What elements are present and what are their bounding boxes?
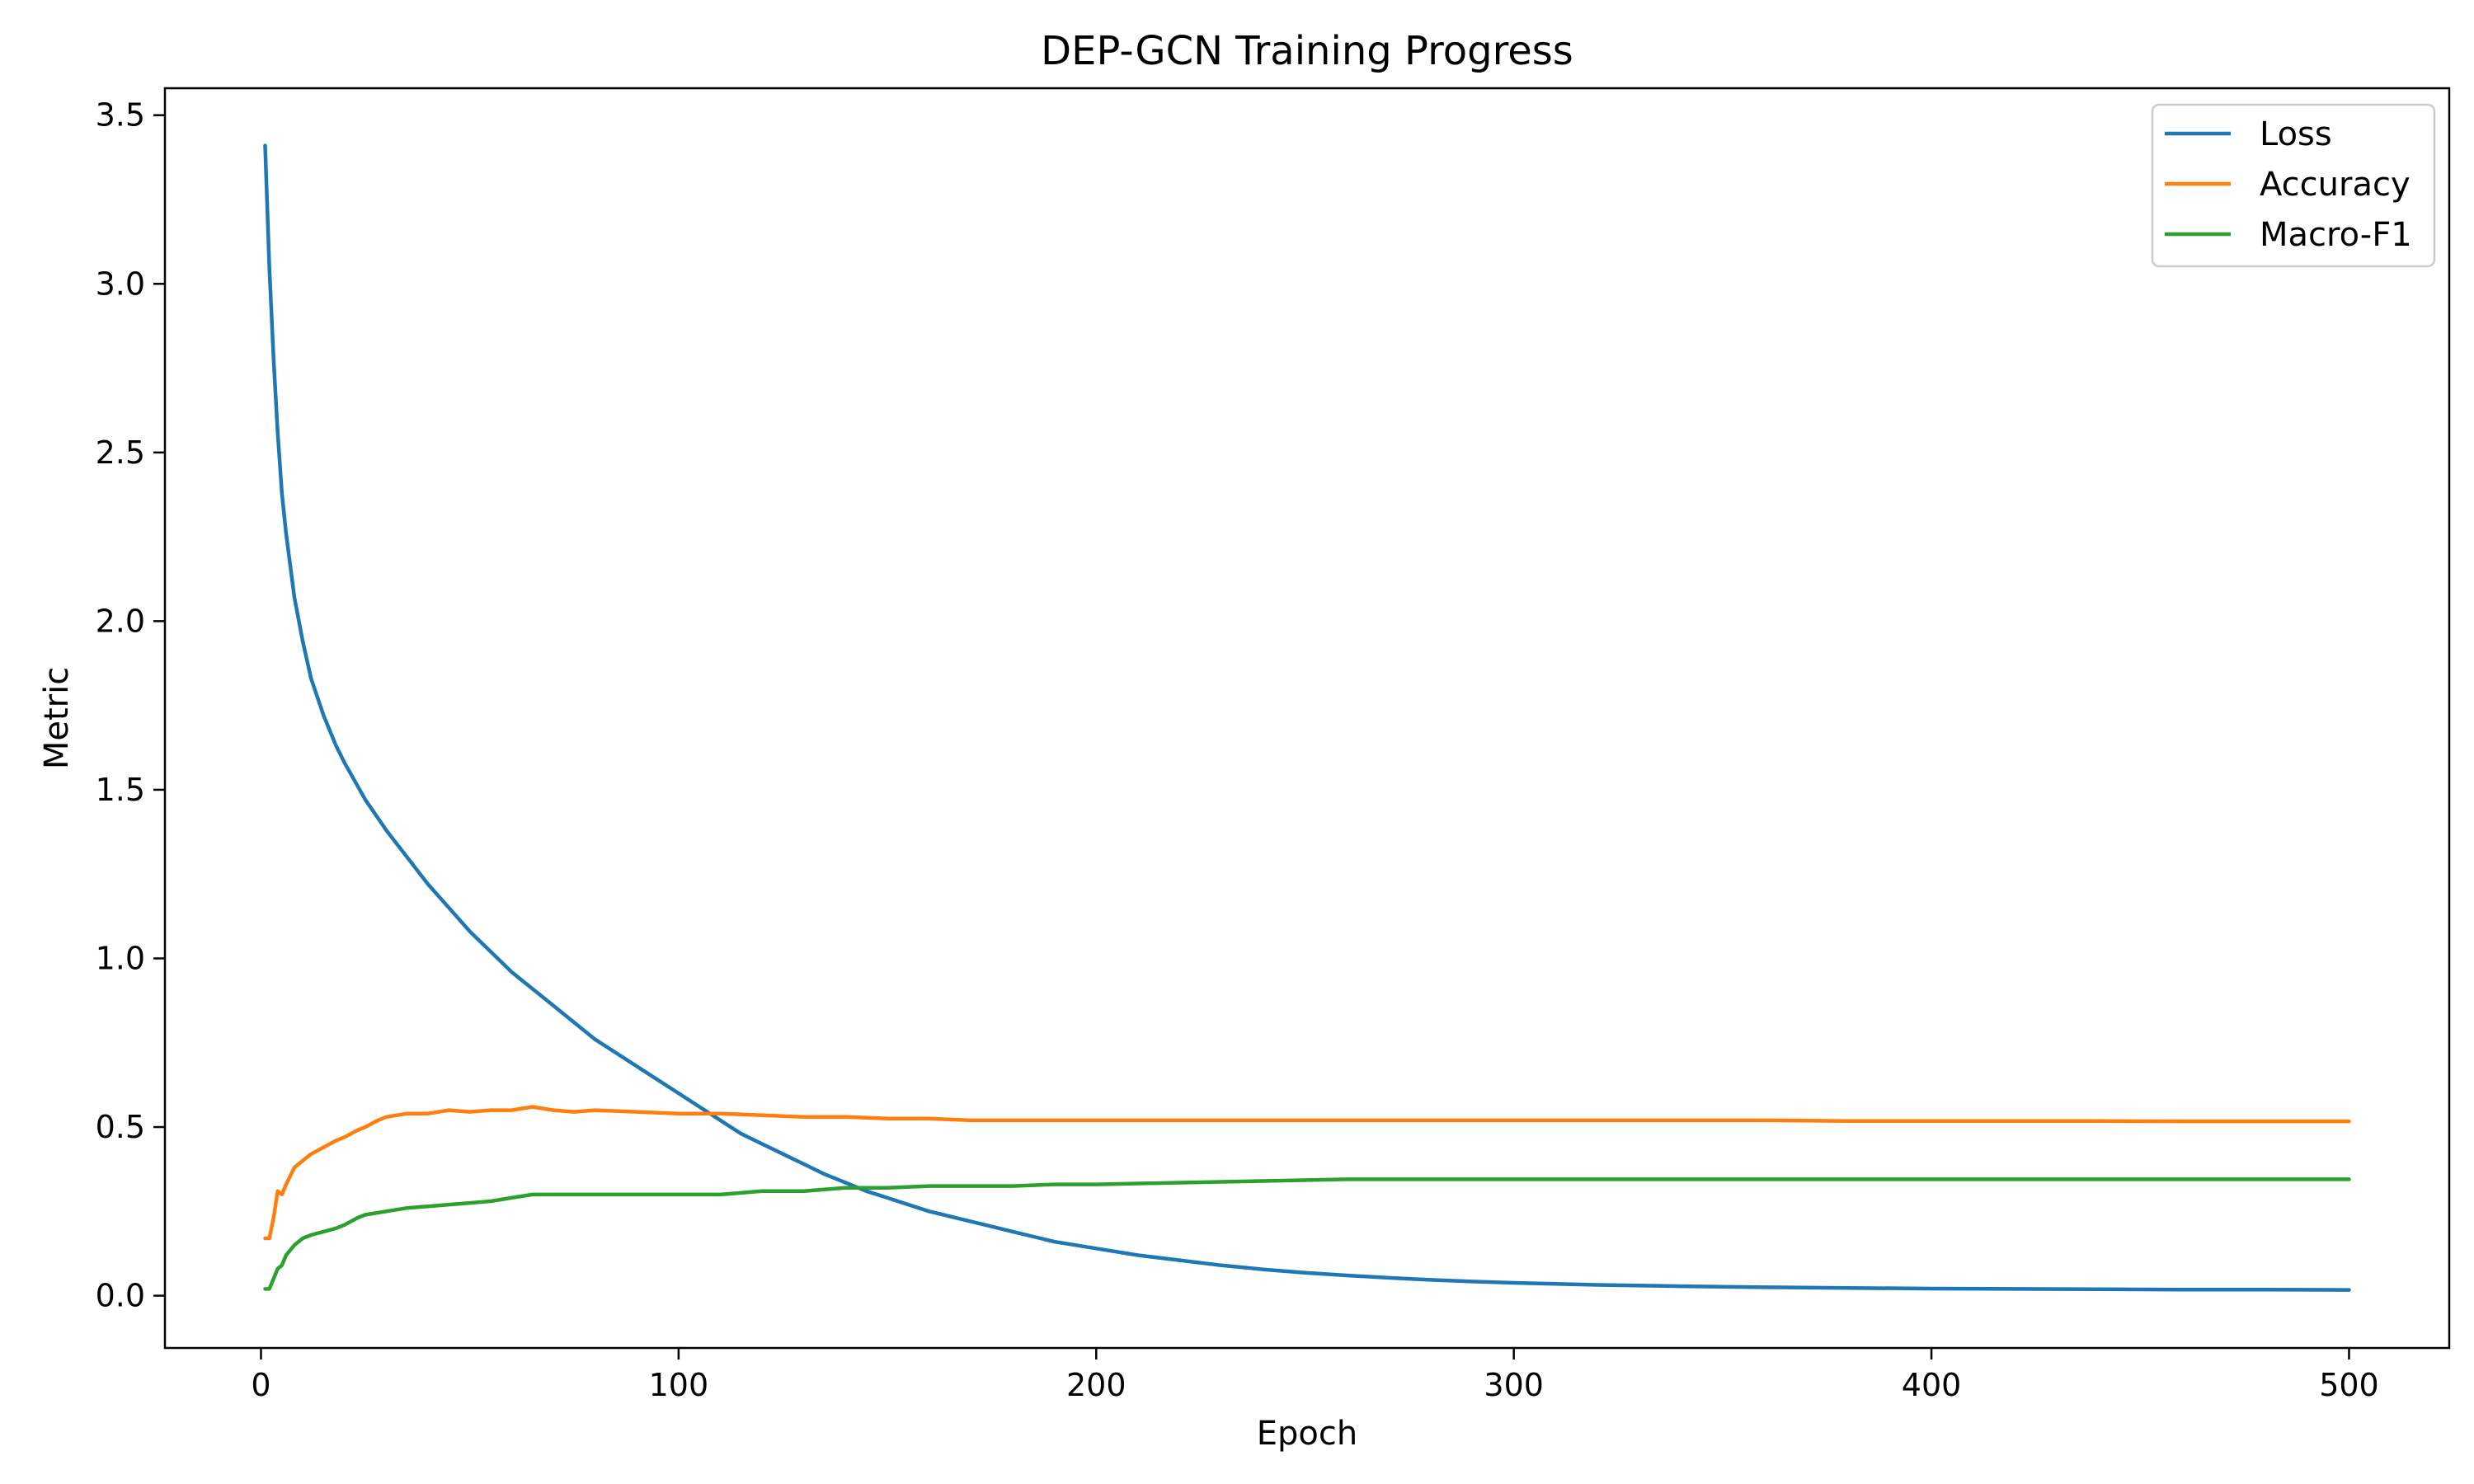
y-tick-label: 1.0 xyxy=(96,940,145,976)
y-tick-label: 0.0 xyxy=(96,1278,145,1314)
x-tick-label: 400 xyxy=(1902,1367,1962,1403)
series-line-accuracy xyxy=(263,1105,2351,1241)
x-tick-label: 200 xyxy=(1066,1367,1126,1403)
legend-label: Loss xyxy=(2260,115,2332,153)
x-axis-label: Epoch xyxy=(1257,1415,1357,1453)
series-line-macro-f1 xyxy=(263,1177,2351,1291)
legend-label: Macro-F1 xyxy=(2260,216,2412,254)
series-layer xyxy=(263,143,2351,1292)
legend-frame xyxy=(2151,103,2436,268)
series-line-loss xyxy=(263,143,2351,1292)
y-tick-label: 3.0 xyxy=(96,265,145,302)
y-tick-label: 3.5 xyxy=(96,97,145,134)
y-tick-label: 1.5 xyxy=(96,772,145,808)
x-tick-label: 300 xyxy=(1484,1367,1544,1403)
legend: Loss Accuracy Macro-F1 xyxy=(2151,103,2436,268)
x-tick-label: 100 xyxy=(649,1367,709,1403)
chart-title: DEP-GCN Training Progress xyxy=(1041,28,1573,74)
x-axis: 0 100 200 300 400 500 xyxy=(251,1348,2379,1403)
y-axis-label: Metric xyxy=(38,667,76,769)
plot-frame xyxy=(163,87,2451,1350)
x-tick-label: 0 xyxy=(251,1367,270,1403)
x-tick-label: 500 xyxy=(2319,1367,2379,1403)
y-tick-label: 0.5 xyxy=(96,1109,145,1145)
y-tick-label: 2.5 xyxy=(96,434,145,471)
y-axis: 0.0 0.5 1.0 1.5 2.0 2.5 3.0 3.5 xyxy=(96,97,165,1314)
y-tick-label: 2.0 xyxy=(96,603,145,639)
legend-label: Accuracy xyxy=(2260,166,2411,204)
